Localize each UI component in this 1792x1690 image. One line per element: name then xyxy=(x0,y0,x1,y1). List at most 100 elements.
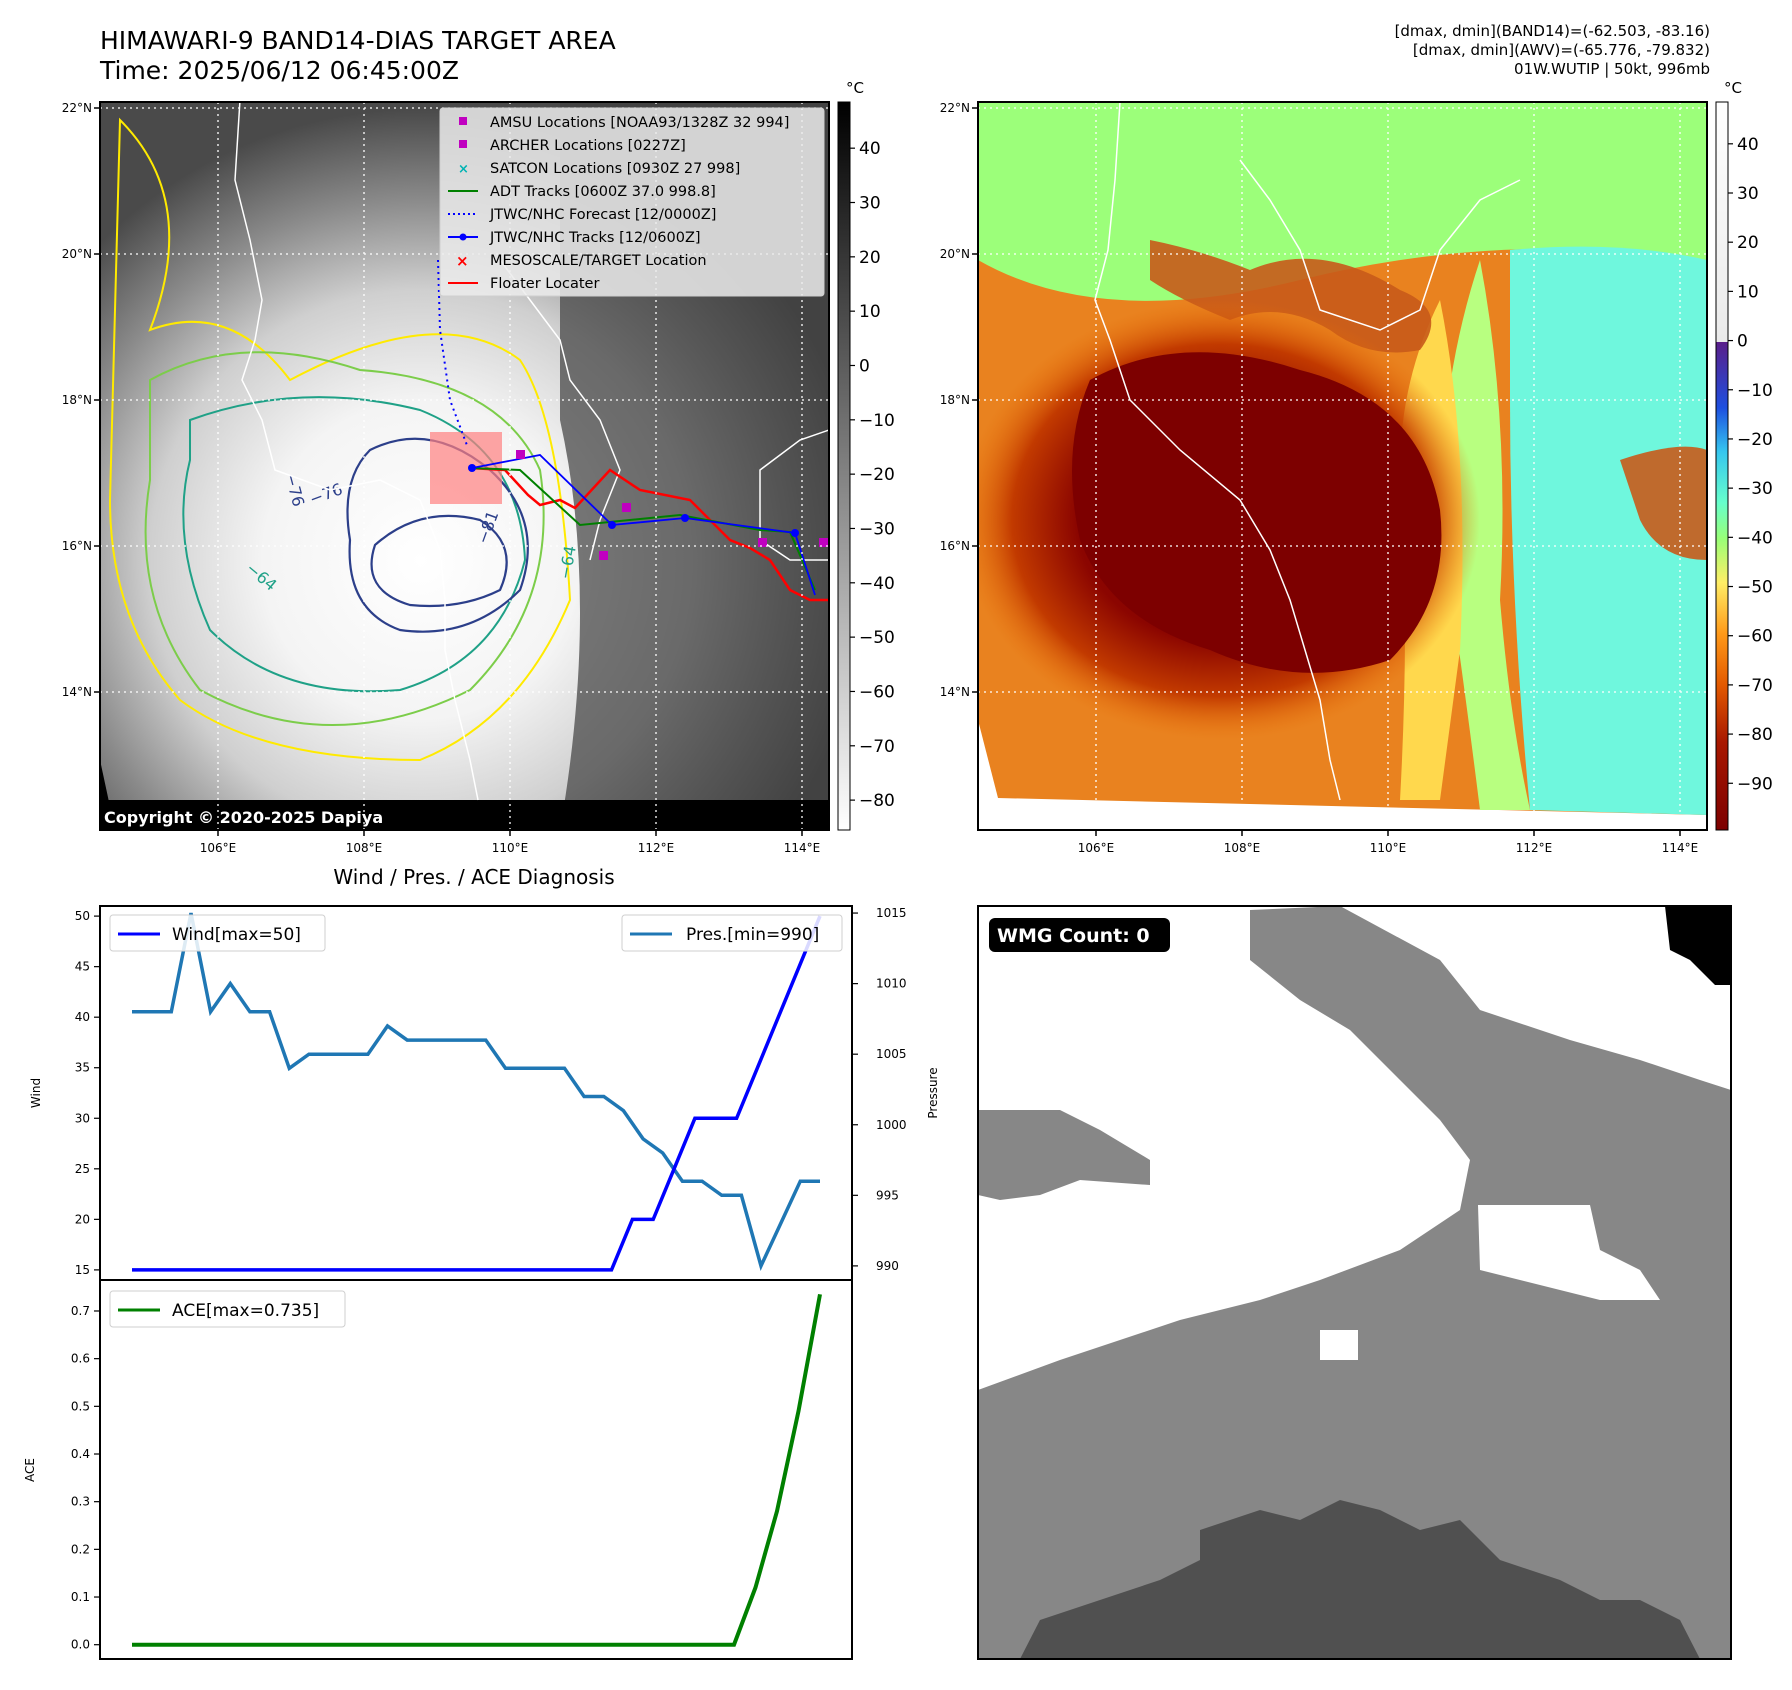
ace-series-line xyxy=(132,1293,822,1647)
wmg-black-corner xyxy=(1665,906,1731,985)
lat-tick-label: 22°N xyxy=(940,101,970,115)
wind-tick-label: 40 xyxy=(75,1010,90,1024)
wind-tick-label: 15 xyxy=(75,1263,90,1277)
lon-tick-label: 114°E xyxy=(784,841,821,855)
colorbar-tick-label: 0 xyxy=(859,356,870,376)
colorbar-tick-label: 40 xyxy=(859,139,881,159)
lat-tick-label: 20°N xyxy=(62,247,92,261)
colorbar-tick-label: −90 xyxy=(1737,774,1773,794)
awv-map-panel xyxy=(978,102,1707,830)
lat-tick-label: 14°N xyxy=(940,685,970,699)
colorbar-tick-label: 20 xyxy=(859,248,881,268)
awv-map-frame xyxy=(977,101,1708,831)
pressure-series-line xyxy=(132,912,820,1271)
ir-lon-ticks: 106°E 108°E 110°E 112°E 114°E xyxy=(200,830,821,855)
ace-tick-label: 0.5 xyxy=(71,1399,90,1413)
amsu-marker-1 xyxy=(622,503,631,512)
wmg-dark-region xyxy=(1020,1500,1700,1659)
legend-jtwc-dot xyxy=(459,233,467,241)
wind-tick-label: 30 xyxy=(75,1111,90,1125)
colorbar-tick-label: −80 xyxy=(1737,725,1773,745)
lon-tick-label: 110°E xyxy=(1370,841,1407,855)
ace-tick-label: 0.2 xyxy=(71,1542,90,1556)
colorbar-tick-label: 10 xyxy=(1737,282,1759,302)
awv-coastline-china xyxy=(1239,159,1521,331)
colorbar-tick-label: −30 xyxy=(1737,479,1773,499)
colorbar-tick-label: −50 xyxy=(1737,578,1773,598)
pressure-tick-label: 995 xyxy=(876,1188,899,1202)
wind-tick-label: 45 xyxy=(75,960,90,974)
pressure-tick-label: 1000 xyxy=(876,1118,907,1132)
lon-tick-label: 106°E xyxy=(200,841,237,855)
ir-colorbar-ticks: 40 30 20 10 0 −10 −20 −30 −40 −50 −60 −70 −80 xyxy=(850,139,895,811)
wmg-count-label: WMG Count: 0 xyxy=(997,925,1150,947)
colorbar-tick-label: −60 xyxy=(859,682,895,702)
legend-satcon-marker: × xyxy=(458,162,469,177)
colorbar-tick-label: 10 xyxy=(859,302,881,322)
colorbar-tick-label: −10 xyxy=(1737,381,1773,401)
jtwc-point-1 xyxy=(468,464,476,472)
ace-tick-label: 0.1 xyxy=(71,1590,90,1604)
ir-colorbar-unit: °C xyxy=(846,79,864,97)
legend-archer-marker xyxy=(459,140,467,148)
ace-legend-box xyxy=(109,1290,346,1328)
amsu-marker-3 xyxy=(758,538,767,547)
legend-mesoscale-marker: × xyxy=(456,252,469,270)
pres-legend-box xyxy=(621,914,843,952)
contour-green xyxy=(144,351,545,726)
lon-tick-label: 108°E xyxy=(346,841,383,855)
legend-satcon: SATCON Locations [0930Z 27 998] xyxy=(490,161,740,177)
wmg-white-north xyxy=(978,906,1731,1380)
jtwc-point-4 xyxy=(791,529,799,537)
contour-teal xyxy=(182,396,527,693)
wind-tick-label: 25 xyxy=(75,1162,90,1176)
lat-tick-label: 14°N xyxy=(62,685,92,699)
wmg-gray-region xyxy=(978,906,1731,1659)
amsu-marker-4 xyxy=(819,538,828,547)
awv-gridlines xyxy=(978,102,1707,830)
wmg-frame xyxy=(977,905,1732,1660)
jtwc-point-3 xyxy=(681,514,689,522)
lon-tick-label: 110°E xyxy=(492,841,529,855)
awv-colorbar-ticks: 40 30 20 10 0 −10 −20 −30 −40 −50 −60 −70 −80 −90 xyxy=(1728,135,1773,794)
lat-tick-label: 22°N xyxy=(62,101,92,115)
lon-tick-label: 112°E xyxy=(638,841,675,855)
lon-tick-label: 106°E xyxy=(1078,841,1115,855)
colorbar-tick-label: −40 xyxy=(859,574,895,594)
coastline-vietnam xyxy=(234,102,479,801)
lon-tick-label: 112°E xyxy=(1516,841,1553,855)
info-line-storm: 01W.WUTIP | 50kt, 996mb xyxy=(1514,60,1710,78)
coastline-guangdong xyxy=(499,259,621,561)
wind-legend-box xyxy=(109,914,326,952)
pres-legend: Pres.[min=990] xyxy=(621,914,843,952)
wind-series-line xyxy=(132,915,822,1272)
colorbar-tick-label: −80 xyxy=(859,791,895,811)
floater-locater-track xyxy=(469,466,829,602)
info-line-awv: [dmax, dmin](AWV)=(-65.776, -79.832) xyxy=(1412,41,1710,59)
colorbar-tick-label: −70 xyxy=(1737,676,1773,696)
lon-tick-label: 114°E xyxy=(1662,841,1699,855)
colorbar-tick-label: 40 xyxy=(1737,135,1759,155)
colorbar-tick-label: −70 xyxy=(859,737,895,757)
lat-tick-label: 18°N xyxy=(62,393,92,407)
wind-tick-label: 35 xyxy=(75,1061,90,1075)
awv-colorbar xyxy=(1715,101,1729,831)
legend-amsu-marker xyxy=(459,117,467,125)
archer-marker xyxy=(516,450,525,459)
awv-colorbar-unit: °C xyxy=(1724,79,1742,97)
ace-marks: 0.0 0.1 0.2 0.3 0.4 0.5 0.6 0.7 xyxy=(71,1293,822,1652)
colorbar-tick-label: −60 xyxy=(1737,627,1773,647)
lon-tick-label: 108°E xyxy=(1224,841,1261,855)
ace-axis-label: ACE xyxy=(23,1458,37,1482)
wmg-white-pocket xyxy=(1478,1205,1660,1300)
contour-yellow xyxy=(108,117,572,762)
colorbar-tick-label: −10 xyxy=(859,411,895,431)
awv-lat-ticks: 22°N 20°N 18°N 16°N 14°N xyxy=(940,101,978,699)
awv-lon-ticks: 106°E 108°E 110°E 112°E 114°E xyxy=(1078,830,1699,855)
lat-tick-label: 20°N xyxy=(940,247,970,261)
lat-tick-label: 16°N xyxy=(940,539,970,553)
wind-axis-label: Wind xyxy=(29,1078,43,1108)
ace-tick-label: 0.3 xyxy=(71,1495,90,1509)
colorbar-tick-label: 30 xyxy=(859,194,881,214)
